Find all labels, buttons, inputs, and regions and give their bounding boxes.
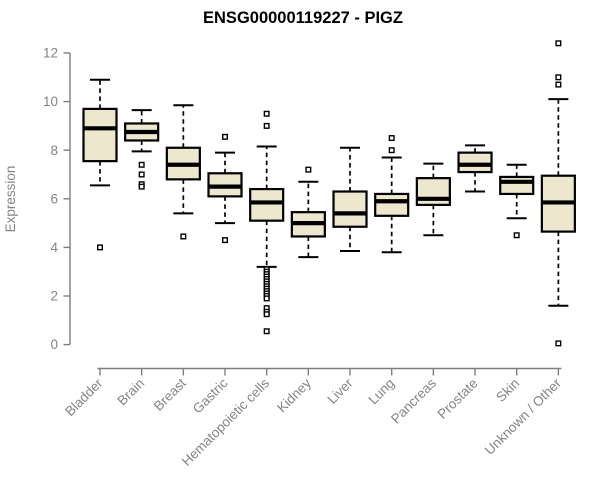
x-tick-label: Unknown / Other xyxy=(482,375,565,458)
chart-title: ENSG00000119227 - PIGZ xyxy=(203,9,403,27)
outlier-point xyxy=(513,232,520,239)
x-tick-label: Bladder xyxy=(62,375,106,419)
outlier-point xyxy=(180,233,187,240)
y-tick-label: 12 xyxy=(43,46,58,61)
outlier-point xyxy=(222,133,229,140)
outlier-point xyxy=(263,328,270,335)
x-tick-label: Gastric xyxy=(190,375,231,416)
x-tick-label: Brain xyxy=(114,376,147,409)
box-bladder xyxy=(82,107,118,163)
outlier-point xyxy=(138,171,145,178)
x-tick-label: Lung xyxy=(365,376,397,408)
box-hematopoietic-cells xyxy=(249,187,285,222)
x-tick-label: Breast xyxy=(151,375,189,413)
y-tick-label: 4 xyxy=(50,240,58,255)
outlier-point xyxy=(263,311,270,318)
y-axis-title: Expression xyxy=(3,166,18,233)
outlier-point xyxy=(96,244,103,251)
outlier-point xyxy=(305,166,312,173)
y-tick-label: 8 xyxy=(50,143,58,158)
box-lung xyxy=(374,192,410,217)
y-tick-label: 0 xyxy=(50,337,58,352)
outlier-point xyxy=(263,295,270,302)
outlier-point xyxy=(555,40,562,47)
x-tick-label: Kidney xyxy=(274,375,314,415)
outlier-point xyxy=(555,74,562,81)
x-tick-label: Prostate xyxy=(434,376,480,422)
x-tick-label: Pancreas xyxy=(388,375,439,426)
outlier-point xyxy=(555,340,562,347)
box-prostate xyxy=(457,151,493,174)
box-liver xyxy=(332,190,368,228)
outlier-point xyxy=(263,110,270,117)
y-tick-label: 6 xyxy=(50,191,58,206)
y-tick-label: 2 xyxy=(50,289,58,304)
outlier-point xyxy=(388,147,395,154)
outlier-point xyxy=(388,135,395,142)
box-skin xyxy=(499,175,535,196)
x-tick-label: Liver xyxy=(324,375,356,407)
x-tick-label: Skin xyxy=(493,376,522,405)
outlier-point xyxy=(138,161,145,168)
y-tick-label: 10 xyxy=(43,94,58,109)
outlier-point xyxy=(263,122,270,129)
outlier-point xyxy=(222,237,229,244)
outlier-point xyxy=(555,81,562,88)
outlier-point xyxy=(138,183,145,190)
